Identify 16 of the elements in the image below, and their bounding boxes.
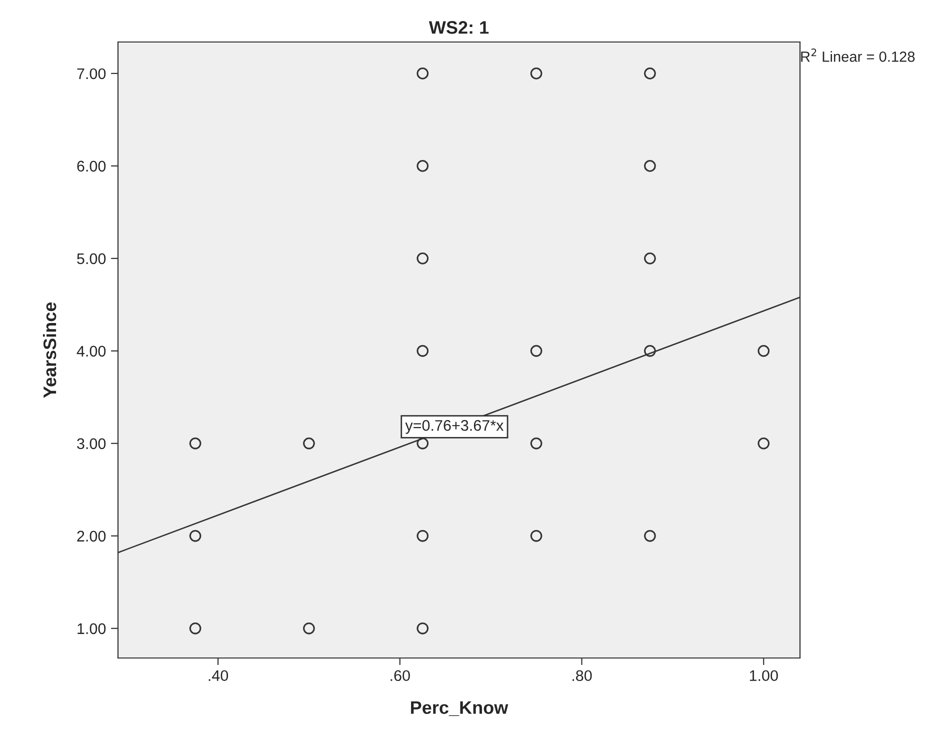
x-axis-title: Perc_Know xyxy=(411,701,508,716)
annotation: y=0.76+3.67*x xyxy=(405,420,504,434)
y-tick-label: 3.00 xyxy=(77,438,106,450)
y-tick-label: 7.00 xyxy=(77,68,106,80)
y-axis-title: YearsSince xyxy=(42,302,56,398)
y-tick-label: 5.00 xyxy=(77,253,106,264)
text: R$^{2}$ Linear = 0.128 xyxy=(801,48,915,62)
x-tick-label: .80 xyxy=(572,670,592,682)
y-tick-label: 6.00 xyxy=(77,160,106,172)
y-tick-label: 2.00 xyxy=(77,530,106,542)
x-tick-label: .40 xyxy=(208,670,228,682)
chart-title: WS2: 1 xyxy=(428,21,489,34)
y-tick-label: 4.00 xyxy=(76,346,106,357)
y-tick-label: 1.00 xyxy=(78,623,106,634)
x-tick-label: 1.00 xyxy=(750,670,778,682)
x-tick-label: .60 xyxy=(390,670,410,682)
